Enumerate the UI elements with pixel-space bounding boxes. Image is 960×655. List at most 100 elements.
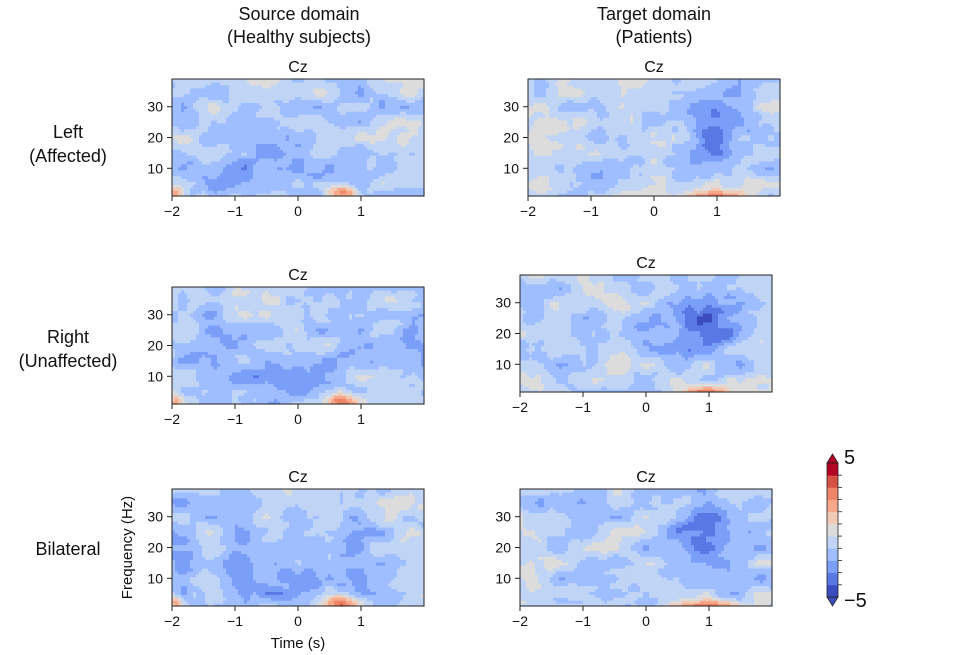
heatmap-cell — [313, 181, 317, 185]
heatmap-cell — [181, 178, 185, 182]
heatmap-cell — [283, 193, 287, 197]
heatmap-cell — [190, 111, 194, 115]
heatmap-cell — [343, 128, 347, 133]
heatmap-cell — [528, 137, 532, 142]
heatmap-cell — [253, 99, 257, 103]
heatmap-cell — [202, 140, 206, 144]
heatmap-cell — [178, 96, 182, 101]
heatmap-cell — [376, 187, 380, 191]
heatmap-cell — [415, 146, 419, 150]
heatmap-cell — [594, 105, 598, 109]
heatmap-cell — [277, 79, 281, 83]
heatmap-cell — [283, 143, 287, 147]
heatmap-cell — [600, 169, 604, 174]
heatmap-cell — [555, 105, 559, 109]
heatmap-cell — [370, 172, 374, 177]
heatmap-cell — [250, 143, 254, 147]
heatmap-cell — [400, 125, 404, 130]
heatmap-cell — [421, 146, 425, 150]
heatmap-cell — [307, 79, 311, 83]
heatmap-cell — [573, 143, 577, 147]
heatmap-cell — [546, 169, 550, 174]
heatmap-cell — [355, 190, 359, 194]
heatmap-cell — [208, 105, 212, 109]
heatmap-cell — [400, 155, 404, 159]
heatmap-cell — [226, 193, 230, 197]
heatmap-cell — [352, 137, 356, 142]
heatmap-cell — [241, 102, 245, 106]
heatmap-cell — [585, 96, 589, 101]
heatmap-cell — [543, 128, 547, 133]
heatmap-cell — [421, 140, 425, 144]
heatmap-cell — [388, 122, 392, 127]
heatmap-cell — [364, 117, 368, 121]
heatmap-cell — [421, 181, 425, 185]
heatmap-cell — [304, 166, 308, 171]
heatmap-cell — [564, 146, 568, 150]
heatmap-cell — [540, 184, 544, 188]
heatmap-cell — [313, 117, 317, 121]
heatmap-cell — [277, 99, 281, 103]
heatmap-cell — [379, 81, 383, 86]
heatmap-cell — [403, 190, 407, 194]
heatmap-cell — [349, 90, 353, 95]
heatmap-cell — [202, 172, 206, 177]
heatmap-cell — [600, 190, 604, 194]
heatmap-cell — [376, 143, 380, 147]
heatmap-cell — [226, 152, 230, 156]
heatmap-cell — [585, 93, 589, 98]
heatmap-cell — [337, 184, 341, 188]
heatmap-cell — [397, 160, 401, 165]
heatmap-cell — [289, 114, 293, 118]
heatmap-cell — [271, 160, 275, 165]
heatmap-cell — [558, 102, 562, 106]
heatmap-cell — [247, 187, 251, 191]
heatmap-cell — [325, 175, 329, 180]
heatmap-cell — [313, 157, 317, 162]
heatmap-cell — [585, 81, 589, 86]
heatmap-cell — [376, 134, 380, 139]
heatmap-cell — [250, 84, 254, 89]
heatmap-cell — [379, 117, 383, 121]
heatmap-cell — [226, 99, 230, 103]
heatmap-cell — [289, 187, 293, 191]
heatmap-cell — [549, 117, 553, 121]
heatmap-cell — [244, 131, 248, 136]
heatmap-cell — [591, 190, 595, 194]
heatmap-cell — [367, 134, 371, 139]
heatmap-cell — [412, 79, 416, 83]
heatmap-cell — [373, 160, 377, 165]
heatmap-cell — [310, 99, 314, 103]
heatmap-cell — [202, 143, 206, 147]
heatmap-cell — [367, 181, 371, 185]
heatmap-cell — [594, 102, 598, 106]
heatmap-cell — [214, 131, 218, 136]
heatmap-cell — [546, 93, 550, 98]
heatmap-cell — [238, 87, 242, 92]
heatmap-cell — [561, 93, 565, 98]
heatmap-cell — [585, 157, 589, 162]
heatmap-cell — [373, 163, 377, 168]
heatmap-cell — [274, 190, 278, 194]
heatmap-cell — [528, 160, 532, 165]
heatmap-cell — [561, 140, 565, 144]
heatmap-cell — [214, 84, 218, 89]
heatmap-cell — [564, 114, 568, 118]
heatmap-cell — [379, 190, 383, 194]
heatmap-cell — [193, 175, 197, 180]
heatmap-cell — [307, 128, 311, 133]
heatmap-cell — [558, 111, 562, 115]
heatmap-cell — [238, 190, 242, 194]
heatmap-cell — [558, 105, 562, 109]
heatmap-cell — [361, 169, 365, 174]
heatmap-cell — [196, 108, 200, 112]
heatmap-cell — [301, 175, 305, 180]
heatmap-cell — [528, 169, 532, 174]
heatmap-cell — [355, 181, 359, 185]
heatmap-cell — [277, 193, 281, 197]
heatmap-cell — [241, 163, 245, 168]
heatmap-cell — [588, 125, 592, 130]
heatmap-cell — [223, 146, 227, 150]
heatmap-cell — [600, 125, 604, 130]
heatmap-cell — [531, 102, 535, 106]
